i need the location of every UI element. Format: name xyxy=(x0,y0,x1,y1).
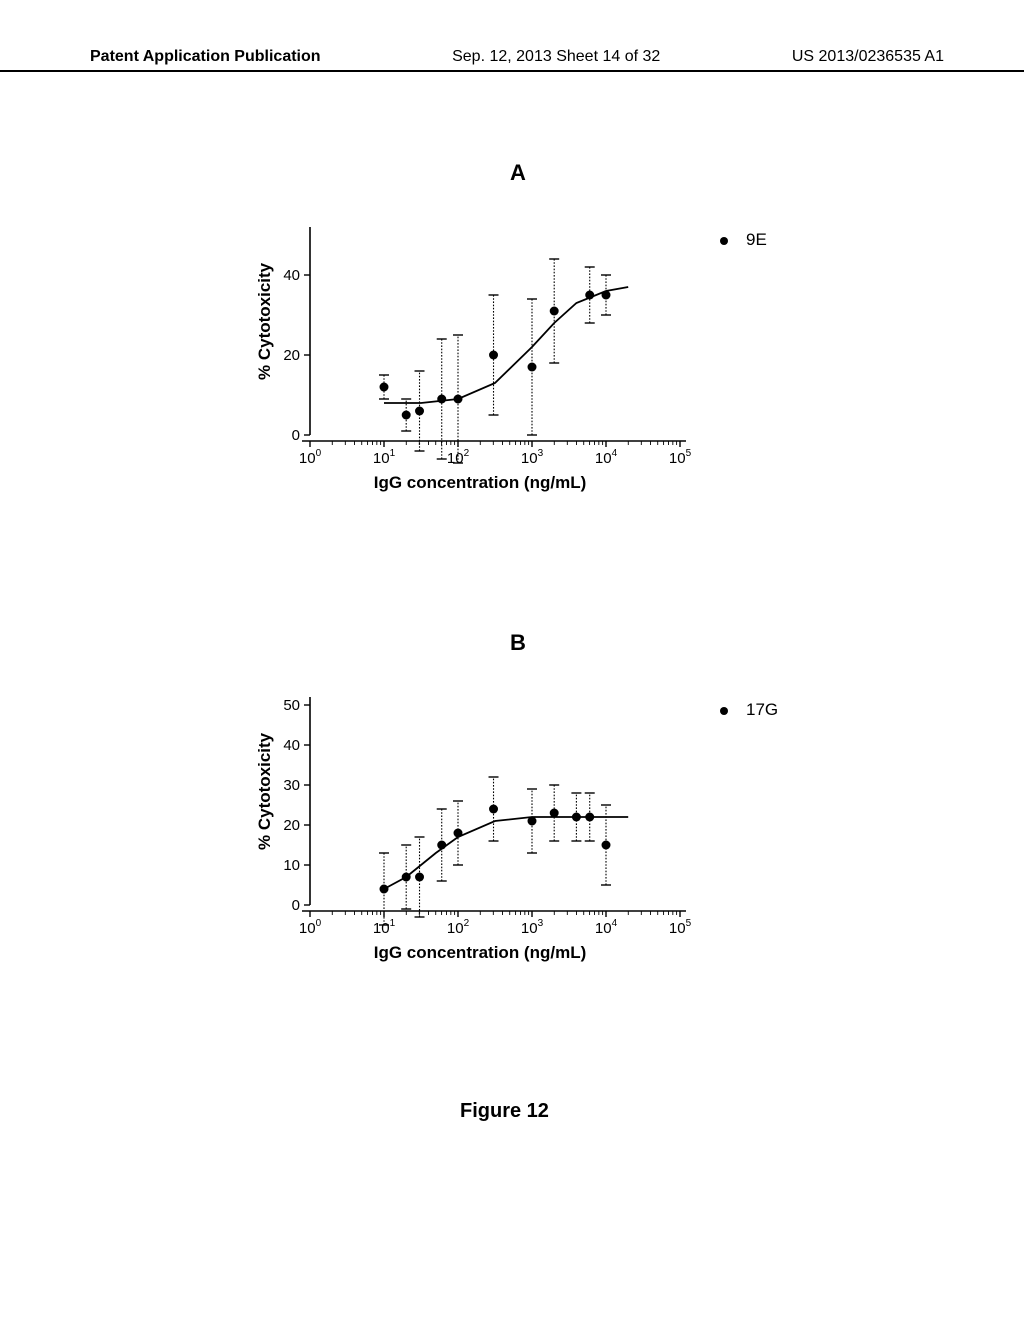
svg-text:40: 40 xyxy=(283,267,300,284)
svg-text:105: 105 xyxy=(669,918,692,937)
legend-marker-icon xyxy=(720,707,728,715)
panel-b-svg: 01020304050100101102103104105 xyxy=(270,695,690,975)
header-pubnum: US 2013/0236535 A1 xyxy=(792,48,944,66)
svg-text:10: 10 xyxy=(283,857,300,874)
svg-text:104: 104 xyxy=(595,448,618,467)
panel-b-xlabel: IgG concentration (ng/mL) xyxy=(350,943,610,963)
svg-text:40: 40 xyxy=(283,737,300,754)
legend-marker-icon xyxy=(720,237,728,245)
svg-text:0: 0 xyxy=(292,427,300,444)
figure-caption: Figure 12 xyxy=(460,1100,549,1123)
svg-text:102: 102 xyxy=(447,448,470,467)
panel-b-legend: 17G xyxy=(720,700,778,720)
panel-a-svg: 0 20 40 100 101 102 103 104 105 xyxy=(270,225,690,505)
svg-text:30: 30 xyxy=(283,777,300,794)
svg-text:102: 102 xyxy=(447,918,470,937)
header-date-sheet: Sep. 12, 2013 Sheet 14 of 32 xyxy=(452,48,660,66)
svg-text:103: 103 xyxy=(521,918,544,937)
svg-text:105: 105 xyxy=(669,448,692,467)
svg-text:100: 100 xyxy=(299,918,322,937)
svg-text:104: 104 xyxy=(595,918,618,937)
panel-a-chart: % Cytotoxicity 02040100101102103104105 I… xyxy=(270,225,690,505)
panel-b-label: B xyxy=(510,630,526,656)
svg-text:0: 0 xyxy=(292,897,300,914)
panel-b-chart: % Cytotoxicity 0102030405010010110210310… xyxy=(270,695,690,975)
svg-text:100: 100 xyxy=(299,448,322,467)
svg-text:101: 101 xyxy=(373,448,396,467)
panel-a-legend-label: 9E xyxy=(746,230,767,249)
svg-text:20: 20 xyxy=(283,347,300,364)
panel-a-label: A xyxy=(510,160,526,186)
panel-b-ylabel: % Cytotoxicity xyxy=(255,730,275,850)
page-header: Patent Application Publication Sep. 12, … xyxy=(0,48,1024,72)
svg-text:50: 50 xyxy=(283,697,300,714)
panel-b-legend-label: 17G xyxy=(746,700,778,719)
header-publication: Patent Application Publication xyxy=(90,48,321,66)
panel-a-ylabel: % Cytotoxicity xyxy=(255,260,275,380)
svg-text:103: 103 xyxy=(521,448,544,467)
panel-a-legend: 9E xyxy=(720,230,767,250)
svg-text:20: 20 xyxy=(283,817,300,834)
panel-a-xlabel: IgG concentration (ng/mL) xyxy=(350,473,610,493)
